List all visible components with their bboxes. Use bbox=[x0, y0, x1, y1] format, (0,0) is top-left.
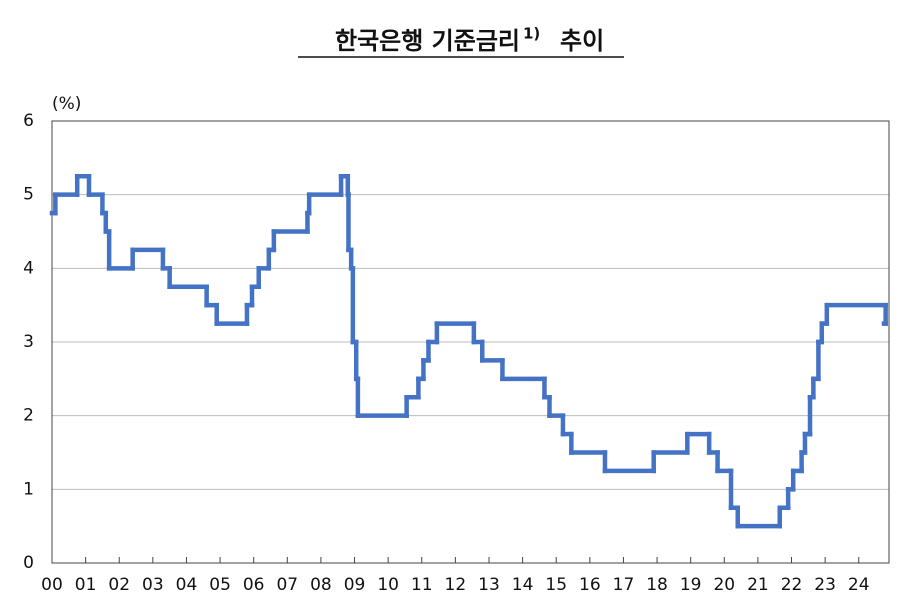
x-tick-label: 14 bbox=[512, 575, 534, 595]
x-tick-label: 11 bbox=[411, 575, 433, 595]
x-tick-label: 20 bbox=[713, 575, 735, 595]
x-tick-label: 05 bbox=[209, 575, 231, 595]
plot-border bbox=[51, 120, 890, 564]
x-tick-label: 18 bbox=[646, 575, 668, 595]
chart-title: 한국은행 기준금리 bbox=[335, 27, 520, 55]
x-tick-label: 09 bbox=[344, 575, 366, 595]
x-tick-label: 00 bbox=[41, 575, 63, 595]
y-tick-label: 1 bbox=[23, 479, 34, 499]
x-tick-label: 07 bbox=[276, 575, 298, 595]
x-tick-label: 12 bbox=[445, 575, 467, 595]
x-tick-label: 01 bbox=[75, 575, 97, 595]
x-tick-label: 22 bbox=[781, 575, 803, 595]
x-tick-label: 06 bbox=[243, 575, 265, 595]
y-tick-label: 2 bbox=[23, 406, 34, 426]
y-tick-label: 4 bbox=[23, 258, 34, 278]
y-tick-label: 5 bbox=[23, 185, 34, 205]
x-tick-label: 02 bbox=[108, 575, 130, 595]
title-note: 1) bbox=[523, 25, 540, 43]
x-tick-label: 16 bbox=[579, 575, 601, 595]
y-tick-label: 0 bbox=[23, 553, 34, 573]
x-tick-label: 19 bbox=[680, 575, 702, 595]
y-tick-label: 3 bbox=[23, 332, 34, 352]
x-tick-label: 04 bbox=[176, 575, 198, 595]
x-tick-label: 23 bbox=[814, 575, 836, 595]
x-tick-label: 13 bbox=[478, 575, 500, 595]
x-tick-label: 15 bbox=[545, 575, 567, 595]
y-axis-label: (%) bbox=[52, 94, 81, 114]
x-tick-label: 24 bbox=[848, 575, 870, 595]
x-tick-label: 03 bbox=[142, 575, 164, 595]
title-suffix: 추이 bbox=[560, 27, 604, 55]
x-tick-label: 10 bbox=[377, 575, 399, 595]
x-tick-label: 17 bbox=[613, 575, 635, 595]
y-tick-label: 6 bbox=[23, 111, 34, 131]
x-tick-label: 21 bbox=[747, 575, 769, 595]
x-tick-label: 08 bbox=[310, 575, 332, 595]
